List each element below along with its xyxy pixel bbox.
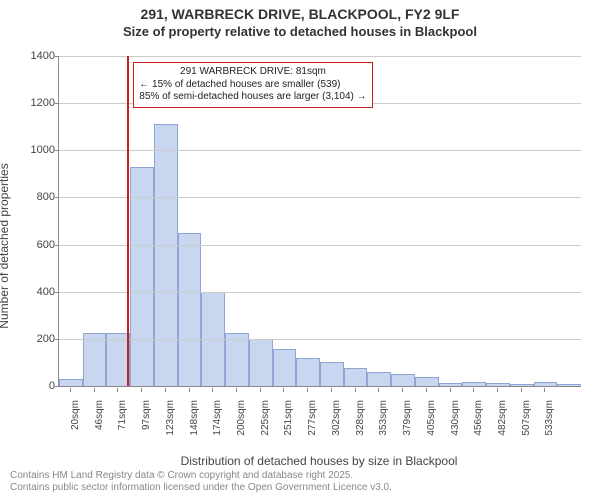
x-tick-mark [117,388,118,392]
x-tick-mark [260,388,261,392]
x-tick-mark [426,388,427,392]
x-tick-mark [331,388,332,392]
footer-line2: Contains public sector information licen… [10,482,392,494]
histogram-bar [462,382,486,386]
histogram-bar [273,349,297,386]
x-tick-label: 456sqm [473,400,484,436]
x-tick-label: 20sqm [70,400,81,430]
chart-title-line1: 291, WARBRECK DRIVE, BLACKPOOL, FY2 9LF [0,0,600,22]
x-tick-label: 277sqm [307,400,318,436]
x-tick-label: 123sqm [165,400,176,436]
x-tick-label: 225sqm [260,400,271,436]
histogram-bar [178,233,202,386]
x-tick-mark [473,388,474,392]
grid-line [59,245,581,246]
x-tick-label: 302sqm [331,400,342,436]
x-tick-mark [544,388,545,392]
x-tick-mark [236,388,237,392]
y-tick-label: 1200 [31,97,59,109]
chart-title-line2: Size of property relative to detached ho… [0,22,600,39]
histogram-bar [367,372,391,386]
x-tick-mark [70,388,71,392]
x-tick-label: 251sqm [283,400,294,436]
x-tick-label: 353sqm [378,400,389,436]
y-axis-label: Number of detached properties [0,163,11,328]
x-tick-label: 46sqm [94,400,105,430]
x-ticks-group: 20sqm 46sqm 71sqm 97sqm 123sqm 148sqm 174sqm 20… [58,388,580,448]
x-tick-label: 430sqm [450,400,461,436]
plot-region: 0200400600800100012001400291 WARBRECK DR… [58,56,581,387]
x-tick-label: 533sqm [544,400,555,436]
histogram-bar [296,358,320,386]
histogram-bar [59,379,83,386]
x-tick-mark [94,388,95,392]
y-tick-label: 1400 [31,50,59,62]
histogram-bar [486,383,510,386]
annotation-box: 291 WARBRECK DRIVE: 81sqm← 15% of detach… [133,62,372,108]
x-tick-label: 507sqm [521,400,532,436]
y-tick-label: 400 [37,286,59,298]
x-tick-mark [283,388,284,392]
x-tick-label: 379sqm [402,400,413,436]
x-tick-mark [450,388,451,392]
histogram-bar [225,333,249,386]
x-tick-mark [521,388,522,392]
x-tick-label: 200sqm [236,400,247,436]
x-tick-mark [355,388,356,392]
histogram-bar [557,384,581,386]
x-tick-label: 71sqm [117,400,128,430]
footer-attribution: Contains HM Land Registry data © Crown c… [10,470,392,494]
x-axis-label: Distribution of detached houses by size … [58,454,580,468]
histogram-bar [249,339,273,386]
x-tick-label: 148sqm [189,400,200,436]
property-marker-line [127,56,129,386]
histogram-bar [344,368,368,386]
x-tick-mark [378,388,379,392]
grid-line [59,197,581,198]
grid-line [59,56,581,57]
y-tick-label: 200 [37,333,59,345]
histogram-bar [130,167,154,386]
x-tick-label: 174sqm [212,400,223,436]
annotation-line: 85% of semi-detached houses are larger (… [139,91,366,104]
grid-line [59,339,581,340]
grid-line [59,292,581,293]
x-tick-mark [402,388,403,392]
x-tick-mark [307,388,308,392]
histogram-bar [439,383,463,386]
y-tick-label: 600 [37,239,59,251]
plot-area: Number of detached properties 0200400600… [0,46,600,446]
x-tick-mark [141,388,142,392]
histogram-bar [415,377,439,386]
x-tick-label: 328sqm [355,400,366,436]
grid-line [59,150,581,151]
histogram-bar [391,374,415,386]
annotation-line: ← 15% of detached houses are smaller (53… [139,79,366,92]
x-tick-label: 482sqm [497,400,508,436]
y-tick-label: 800 [37,191,59,203]
x-tick-label: 405sqm [426,400,437,436]
x-tick-mark [497,388,498,392]
x-tick-mark [165,388,166,392]
x-tick-label: 97sqm [141,400,152,430]
histogram-bar [510,384,534,386]
histogram-bar [320,362,344,386]
y-tick-label: 1000 [31,144,59,156]
x-tick-mark [189,388,190,392]
chart-container: 291, WARBRECK DRIVE, BLACKPOOL, FY2 9LF … [0,0,600,500]
annotation-line: 291 WARBRECK DRIVE: 81sqm [139,66,366,79]
histogram-bar [83,333,107,386]
histogram-bar [154,124,178,386]
footer-line1: Contains HM Land Registry data © Crown c… [10,470,392,482]
histogram-bar [534,382,558,386]
x-tick-mark [212,388,213,392]
